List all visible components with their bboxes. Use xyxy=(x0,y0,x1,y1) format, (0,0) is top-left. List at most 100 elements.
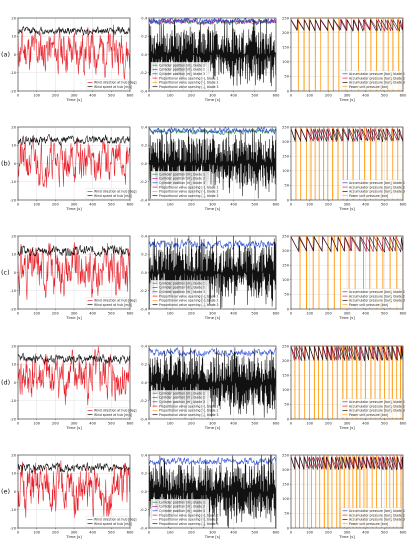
x-tick-label: 0 xyxy=(290,94,293,98)
legend-box xyxy=(85,79,129,91)
legend-box xyxy=(340,179,402,200)
x-tick-label: 600 xyxy=(127,531,135,535)
y-tick-label: 20 xyxy=(11,234,16,238)
y-tick-label: 0.4 xyxy=(141,16,147,20)
x-tick-label: 200 xyxy=(188,312,196,316)
x-tick-label: 300 xyxy=(344,203,352,207)
x-tick-label: 200 xyxy=(325,312,333,316)
y-tick-label: 20 xyxy=(11,125,16,129)
x-tick-label: 600 xyxy=(273,422,281,426)
x-tick-label: 300 xyxy=(344,531,352,535)
legend-entry: Accumulator pressure [bar], blade 2 xyxy=(349,294,405,298)
x-tick-label: 200 xyxy=(188,422,196,426)
y-tick-label: 150 xyxy=(282,374,290,378)
legend-entry: Accumulator pressure [bar], blade 1 xyxy=(349,509,405,513)
x-tick-label: 100 xyxy=(33,422,41,426)
x-tick-label: 200 xyxy=(52,422,60,426)
series-line-accumulator-pressure-bar-blade-3 xyxy=(291,19,403,32)
y-tick-label: 10 xyxy=(11,363,16,367)
x-tick-label: 500 xyxy=(108,422,116,426)
subplot-b-1: 0 100 200 300 400 500 600 -20 -10 0 10 20 Time [s] Wi… xyxy=(10,125,136,211)
series-line-wind-direction-at-hub-deg- xyxy=(18,242,130,300)
row-label: (d) xyxy=(1,379,10,387)
series-line-wind-direction-at-hub-deg- xyxy=(18,24,130,81)
x-tick-label: 200 xyxy=(52,312,60,316)
x-tick-label: 400 xyxy=(362,312,370,316)
series-line-proportional-valve-opening-blade-3 xyxy=(149,346,276,419)
series-line-wind-speed-at-hub-m-s- xyxy=(18,25,130,37)
series-line-wind-direction-at-hub-deg- xyxy=(18,346,130,406)
series-line-proportional-valve-opening-blade-3 xyxy=(149,455,276,528)
legend-entry: Wind direction at hub [deg] xyxy=(94,190,137,194)
x-axis-label: Time [s] xyxy=(338,534,355,539)
series-line-accumulator-pressure-bar-blade-3 xyxy=(291,236,403,253)
legend-entry: Cylinder position [m], blade 2 xyxy=(159,177,205,181)
y-tick-label: 0.4 xyxy=(141,453,147,457)
x-tick-label: 600 xyxy=(273,312,281,316)
x-tick-label: 0 xyxy=(17,422,20,426)
y-tick-label: -10 xyxy=(10,71,17,75)
legend-box xyxy=(340,70,402,91)
x-tick-label: 200 xyxy=(188,94,196,98)
subplot-c-1: 0 100 200 300 400 500 600 -20 -10 0 10 20 Time [s] Wi… xyxy=(10,234,136,320)
x-tick-label: 500 xyxy=(251,531,259,535)
x-tick-label: 600 xyxy=(127,312,135,316)
x-tick-label: 600 xyxy=(400,312,408,316)
y-tick-label: 20 xyxy=(11,16,16,20)
legend-entry: Proportional valve opening [-], blade 2 xyxy=(159,409,219,413)
y-tick-label: 0 xyxy=(14,271,17,275)
legend-entry: Cylinder position [m], blade 1 xyxy=(159,391,205,395)
legend-entry: Accumulator pressure [bar], blade 3 xyxy=(349,518,405,522)
y-tick-label: 150 xyxy=(282,46,290,50)
x-axis-label: Time [s] xyxy=(204,425,221,430)
x-tick-label: 300 xyxy=(209,531,217,535)
y-tick-label: 10 xyxy=(11,35,16,39)
y-tick-label: -10 xyxy=(10,180,17,184)
legend-entry: Wind speed at hub [m/s] xyxy=(94,522,132,526)
x-tick-label: 600 xyxy=(400,422,408,426)
x-tick-label: 400 xyxy=(89,312,97,316)
x-tick-label: 600 xyxy=(273,94,281,98)
x-tick-label: 200 xyxy=(52,94,60,98)
y-tick-label: -0.2 xyxy=(140,508,147,512)
y-tick-label: -20 xyxy=(10,526,17,530)
x-tick-label: 100 xyxy=(33,531,41,535)
legend-entry: Cylinder position [m], blade 3 xyxy=(159,509,205,513)
y-tick-label: 250 xyxy=(282,453,290,457)
series-line-proportional-valve-opening-blade-3 xyxy=(149,236,276,309)
x-tick-label: 500 xyxy=(381,203,389,207)
x-tick-label: 0 xyxy=(17,312,20,316)
y-tick-label: 0.0 xyxy=(141,162,147,166)
y-tick-label: 0.2 xyxy=(141,363,147,367)
x-axis-label: Time [s] xyxy=(338,97,355,102)
x-tick-label: 300 xyxy=(209,94,217,98)
series-line-wind-speed-at-hub-m-s- xyxy=(18,134,130,147)
legend-box xyxy=(150,280,210,309)
y-tick-label: 250 xyxy=(282,234,290,238)
x-tick-label: 0 xyxy=(290,531,293,535)
y-tick-label: 10 xyxy=(11,472,16,476)
y-tick-label: 200 xyxy=(282,140,290,144)
legend-entry: Accumulator pressure [bar], blade 1 xyxy=(349,72,405,76)
y-tick-label: 200 xyxy=(282,31,290,35)
x-tick-label: 500 xyxy=(381,312,389,316)
y-tick-label: -20 xyxy=(10,89,17,93)
legend-entry: Cylinder position [m], blade 2 xyxy=(159,68,205,72)
subplot-b-3: 0 100 200 300 400 500 600 0 50 100 150 200 250 Time [… xyxy=(282,125,407,211)
y-tick-label: 0.4 xyxy=(141,125,147,129)
y-tick-label: -0.4 xyxy=(140,307,148,311)
x-axis-label: Time [s] xyxy=(65,97,82,102)
y-tick-label: 200 xyxy=(282,249,290,253)
legend-entry: Accumulator pressure [bar], blade 1 xyxy=(349,181,405,185)
legend-entry: Power unit pressure [bar] xyxy=(349,413,388,417)
x-tick-label: 300 xyxy=(71,531,79,535)
x-tick-label: 100 xyxy=(167,531,175,535)
row-label: (a) xyxy=(1,51,10,59)
x-tick-label: 600 xyxy=(400,94,408,98)
subplot-e-2: 0 100 200 300 400 500 600 -0.4 -0.2 0.0 0.2 0.4 Time… xyxy=(140,453,280,539)
legend-entry: Accumulator pressure [bar], blade 2 xyxy=(349,76,405,80)
y-tick-label: -0.2 xyxy=(140,289,147,293)
y-tick-label: 0 xyxy=(287,89,290,93)
y-tick-label: -0.4 xyxy=(140,417,148,421)
